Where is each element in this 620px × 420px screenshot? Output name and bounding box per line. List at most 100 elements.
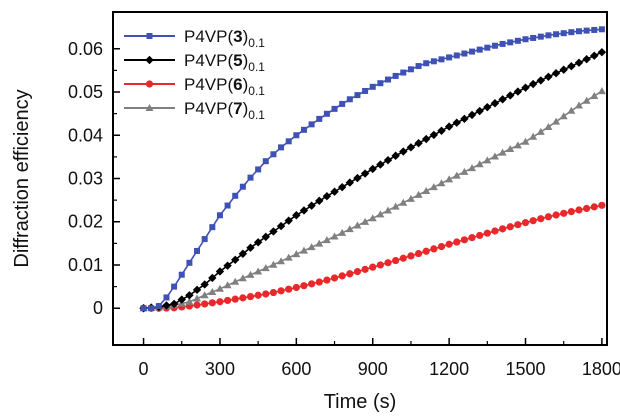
data-point bbox=[246, 270, 255, 278]
data-point bbox=[255, 166, 262, 173]
data-point bbox=[475, 160, 484, 168]
y-tick-label: 0.04 bbox=[68, 125, 103, 145]
data-point bbox=[560, 209, 568, 217]
data-point bbox=[460, 114, 469, 124]
x-tick-label: 1800 bbox=[582, 359, 620, 379]
data-point bbox=[528, 79, 538, 89]
data-point bbox=[544, 213, 553, 221]
data-point bbox=[429, 130, 439, 140]
data-point bbox=[315, 239, 324, 247]
x-tick-label: 900 bbox=[358, 359, 388, 379]
data-point bbox=[345, 225, 354, 233]
data-point bbox=[444, 122, 454, 131]
data-point bbox=[185, 297, 194, 305]
data-point bbox=[148, 305, 155, 312]
data-point bbox=[354, 92, 361, 99]
data-point bbox=[345, 178, 355, 187]
data-point bbox=[437, 179, 446, 187]
data-point bbox=[506, 223, 514, 231]
legend-marker bbox=[145, 80, 154, 88]
data-point bbox=[590, 91, 599, 99]
data-point bbox=[597, 87, 606, 95]
data-point bbox=[553, 31, 560, 38]
legend-label: P4VP(6)0.1 bbox=[184, 75, 265, 98]
data-point bbox=[536, 127, 545, 135]
data-point bbox=[299, 206, 309, 215]
data-point bbox=[514, 37, 521, 44]
data-point bbox=[399, 198, 408, 206]
y-tick-label: 0.05 bbox=[68, 82, 103, 102]
data-point bbox=[300, 282, 308, 290]
data-point bbox=[361, 217, 370, 225]
data-point bbox=[208, 288, 217, 296]
data-point bbox=[200, 280, 209, 289]
y-tick-label: 0.06 bbox=[68, 39, 103, 59]
legend-label-compound: 7 bbox=[233, 99, 242, 118]
data-point bbox=[376, 210, 385, 218]
data-point bbox=[337, 182, 347, 192]
legend-label-prefix: P4VP( bbox=[184, 27, 233, 46]
data-point bbox=[598, 201, 606, 209]
data-point bbox=[292, 250, 301, 258]
x-tick-label: 600 bbox=[281, 359, 311, 379]
data-point bbox=[384, 259, 392, 267]
x-tick-label: 300 bbox=[205, 359, 235, 379]
series-7 bbox=[139, 87, 606, 312]
data-point bbox=[338, 272, 346, 280]
y-axis-title: Diffraction efficiency bbox=[11, 89, 33, 267]
legend-label-subscript: 0.1 bbox=[248, 36, 265, 50]
data-point bbox=[254, 267, 263, 275]
data-point bbox=[385, 76, 392, 83]
data-point bbox=[583, 204, 591, 213]
data-point bbox=[377, 80, 384, 87]
data-point bbox=[200, 291, 209, 299]
data-point bbox=[216, 212, 223, 219]
y-tick-label: 0.02 bbox=[68, 212, 103, 232]
data-point bbox=[171, 283, 178, 290]
data-point bbox=[430, 245, 438, 253]
data-point bbox=[544, 72, 553, 81]
data-point bbox=[407, 252, 415, 260]
y-tick-label: 0.01 bbox=[68, 255, 103, 275]
data-point bbox=[461, 50, 468, 57]
data-point bbox=[224, 202, 231, 209]
data-point bbox=[406, 143, 416, 152]
data-point bbox=[353, 173, 362, 183]
legend-label-compound: 5 bbox=[233, 51, 242, 70]
data-point bbox=[308, 280, 316, 288]
legend-item: P4VP(7)0.1 bbox=[124, 99, 265, 122]
series-3 bbox=[140, 26, 605, 312]
data-point bbox=[223, 296, 232, 305]
data-point bbox=[567, 106, 576, 114]
data-point bbox=[238, 249, 248, 258]
data-point bbox=[490, 99, 500, 108]
data-point bbox=[322, 236, 331, 244]
data-point bbox=[163, 294, 170, 301]
data-point bbox=[406, 194, 415, 202]
data-point bbox=[414, 139, 423, 148]
data-point bbox=[537, 33, 544, 40]
data-point bbox=[331, 105, 338, 112]
data-point bbox=[232, 192, 239, 199]
y-tick-label: 0 bbox=[93, 298, 103, 318]
data-point bbox=[437, 242, 446, 251]
data-point bbox=[506, 145, 515, 153]
data-point bbox=[499, 40, 506, 47]
x-tick-label: 1500 bbox=[505, 359, 545, 379]
data-point bbox=[574, 101, 583, 109]
data-point bbox=[399, 147, 408, 156]
data-point bbox=[597, 48, 607, 57]
data-point bbox=[430, 58, 437, 65]
legend-label: P4VP(5)0.1 bbox=[184, 51, 265, 74]
legend-label-compound: 3 bbox=[233, 27, 242, 46]
data-point bbox=[193, 294, 202, 302]
data-point bbox=[215, 267, 225, 276]
data-point bbox=[284, 216, 293, 225]
data-point bbox=[483, 156, 492, 164]
data-point bbox=[422, 247, 430, 255]
data-point bbox=[460, 236, 469, 244]
x-tick-label: 1200 bbox=[429, 359, 469, 379]
data-point bbox=[536, 76, 545, 85]
data-point bbox=[590, 51, 599, 60]
data-point bbox=[201, 300, 209, 308]
